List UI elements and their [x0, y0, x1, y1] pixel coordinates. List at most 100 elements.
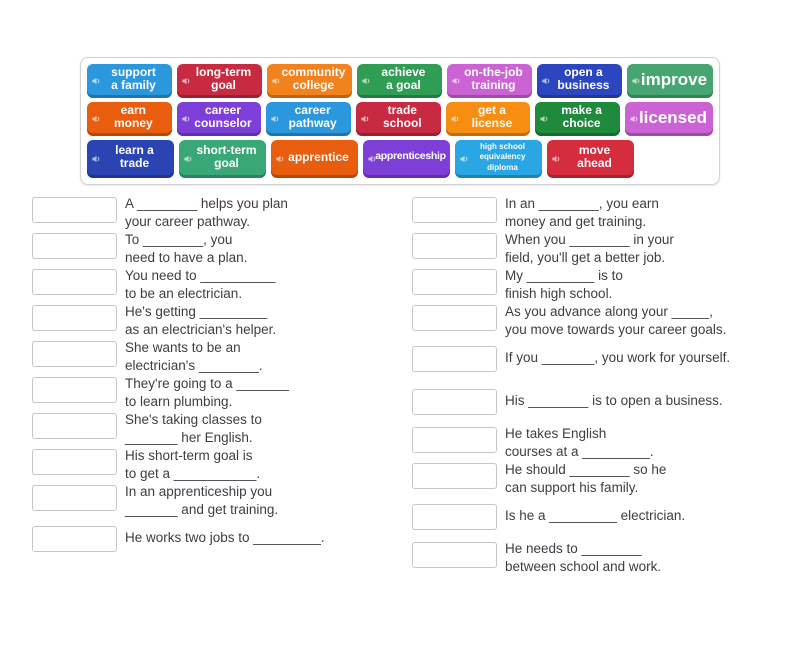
sentence-line: They're going to a _______ — [125, 375, 289, 391]
speaker-icon[interactable] — [450, 113, 461, 124]
word-tile-label: high school equivalency diploma — [479, 141, 526, 172]
answer-slot[interactable] — [32, 525, 117, 552]
answer-slot[interactable] — [412, 345, 497, 372]
sentence-item: When you ________ in your field, you'll g… — [412, 231, 784, 267]
word-tile[interactable]: achieve a goal — [356, 64, 442, 98]
answer-slot[interactable] — [32, 412, 117, 439]
sentence-text: In an ________, you earn money and get tr… — [505, 195, 659, 231]
sentence-text: They're going to a _______to learn plumb… — [125, 375, 289, 411]
word-tile-label: short-term goal — [196, 142, 257, 171]
answer-slot[interactable] — [412, 503, 497, 530]
answer-slot[interactable] — [32, 340, 117, 367]
word-tile[interactable]: licensed — [624, 101, 713, 136]
word-tile[interactable]: career counselor — [176, 101, 262, 136]
word-tile-label: move ahead — [577, 142, 612, 171]
speaker-icon[interactable] — [91, 153, 102, 164]
word-tile-label: apprentice — [288, 149, 349, 164]
word-tile[interactable]: open a business — [536, 64, 622, 98]
sentence-item: They're going to a _______to learn plumb… — [32, 375, 412, 411]
sentence-line: your career pathway. — [125, 213, 251, 229]
sentence-line: She wants to be an — [125, 339, 241, 355]
answer-slot[interactable] — [32, 448, 117, 475]
sentence-text: When you ________ in your field, you'll g… — [505, 231, 674, 267]
word-tile[interactable]: career pathway — [266, 101, 351, 136]
speaker-icon[interactable] — [541, 75, 552, 86]
answer-slot[interactable] — [32, 376, 117, 403]
speaker-icon[interactable] — [271, 75, 282, 86]
speaker-icon[interactable] — [91, 75, 102, 86]
answer-slot[interactable] — [412, 268, 497, 295]
sentence-line: He needs to ________ — [505, 540, 642, 556]
sentence-text: She's taking classes to _______ her Engli… — [125, 411, 262, 447]
speaker-icon[interactable] — [361, 75, 372, 86]
speaker-icon[interactable] — [360, 113, 371, 124]
speaker-icon[interactable] — [551, 153, 562, 164]
sentence-text: My _________ is to finish high school. — [505, 267, 623, 303]
speaker-icon[interactable] — [629, 113, 640, 124]
answer-slot[interactable] — [32, 196, 117, 223]
word-tile[interactable]: on-the-job training — [446, 64, 532, 98]
speaker-icon[interactable] — [367, 153, 378, 164]
sentence-line: You need to __________ — [125, 267, 276, 283]
word-tile[interactable]: apprentice — [271, 139, 358, 178]
speaker-icon[interactable] — [181, 113, 192, 124]
sentence-text: You need to __________ to be an electrici… — [125, 267, 275, 303]
sentence-line: to learn plumbing. — [125, 393, 233, 409]
sentence-item: He takes English courses at a _________. — [412, 425, 784, 461]
sentence-line: A ________ helps you plan — [125, 195, 288, 211]
sentence-line: In an ________, you earn — [505, 195, 659, 211]
word-tile-label: on-the-job training — [464, 65, 523, 93]
speaker-icon[interactable] — [631, 75, 642, 86]
sentence-line: electrician's ________. — [125, 357, 263, 373]
word-tile[interactable]: apprenticeship — [363, 139, 450, 178]
answer-slot[interactable] — [32, 304, 117, 331]
sentence-line: As you advance along your _____, — [505, 303, 713, 319]
answer-slot[interactable] — [412, 196, 497, 223]
sentence-text: If you _______, you work for yourself. — [505, 344, 730, 372]
speaker-icon[interactable] — [91, 113, 102, 124]
answer-slot[interactable] — [412, 388, 497, 415]
speaker-icon[interactable] — [459, 153, 470, 164]
sentence-item: My _________ is to finish high school. — [412, 267, 784, 303]
word-tile[interactable]: short-term goal — [179, 139, 266, 178]
speaker-icon[interactable] — [181, 75, 192, 86]
sentence-line: to get a ___________. — [125, 465, 261, 481]
sentence-line: My _________ is to — [505, 267, 623, 283]
speaker-icon[interactable] — [451, 75, 462, 86]
sentence-item: She's taking classes to _______ her Engli… — [32, 411, 412, 447]
speaker-icon[interactable] — [275, 153, 286, 164]
right-column: In an ________, you earn money and get tr… — [412, 195, 784, 576]
answer-slot[interactable] — [32, 268, 117, 295]
word-tile[interactable]: get a license — [445, 101, 531, 136]
answer-slot[interactable] — [32, 232, 117, 259]
speaker-icon[interactable] — [539, 113, 550, 124]
sentence-text: He needs to ________ between school and w… — [505, 540, 661, 576]
sentence-item: He works two jobs to _________. — [32, 524, 412, 552]
word-tile[interactable]: support a family — [87, 64, 172, 98]
answer-slot[interactable] — [412, 462, 497, 489]
answer-slot[interactable] — [412, 304, 497, 331]
word-tile[interactable]: learn a trade — [87, 139, 174, 178]
word-tile-label: career counselor — [194, 102, 252, 131]
answer-slot[interactable] — [32, 484, 117, 511]
word-tile[interactable]: make a choice — [535, 101, 620, 136]
speaker-icon[interactable] — [183, 153, 194, 164]
match-up-activity: support a family long-term goal community … — [0, 57, 800, 576]
sentence-item: In an apprenticeship you _______ and get … — [32, 483, 412, 519]
word-tile[interactable]: long-term goal — [176, 64, 262, 98]
word-bank-row: support a family long-term goal community … — [87, 64, 714, 98]
word-tile[interactable]: move ahead — [547, 139, 634, 178]
word-tile[interactable]: community college — [266, 64, 352, 98]
word-tile[interactable]: high school equivalency diploma — [455, 139, 542, 178]
answer-slot[interactable] — [412, 426, 497, 453]
speaker-icon[interactable] — [270, 113, 281, 124]
word-tile-label: trade school — [382, 102, 422, 131]
word-tile[interactable]: trade school — [355, 101, 441, 136]
sentence-line: courses at a _________. — [505, 443, 654, 459]
answer-slot[interactable] — [412, 232, 497, 259]
answer-slot[interactable] — [412, 541, 497, 568]
word-tile-label: apprenticeship — [375, 150, 446, 163]
sentence-item: A ________ helps you plan your career pat… — [32, 195, 412, 231]
word-tile[interactable]: improve — [626, 64, 714, 98]
word-tile[interactable]: earn money — [87, 101, 172, 136]
